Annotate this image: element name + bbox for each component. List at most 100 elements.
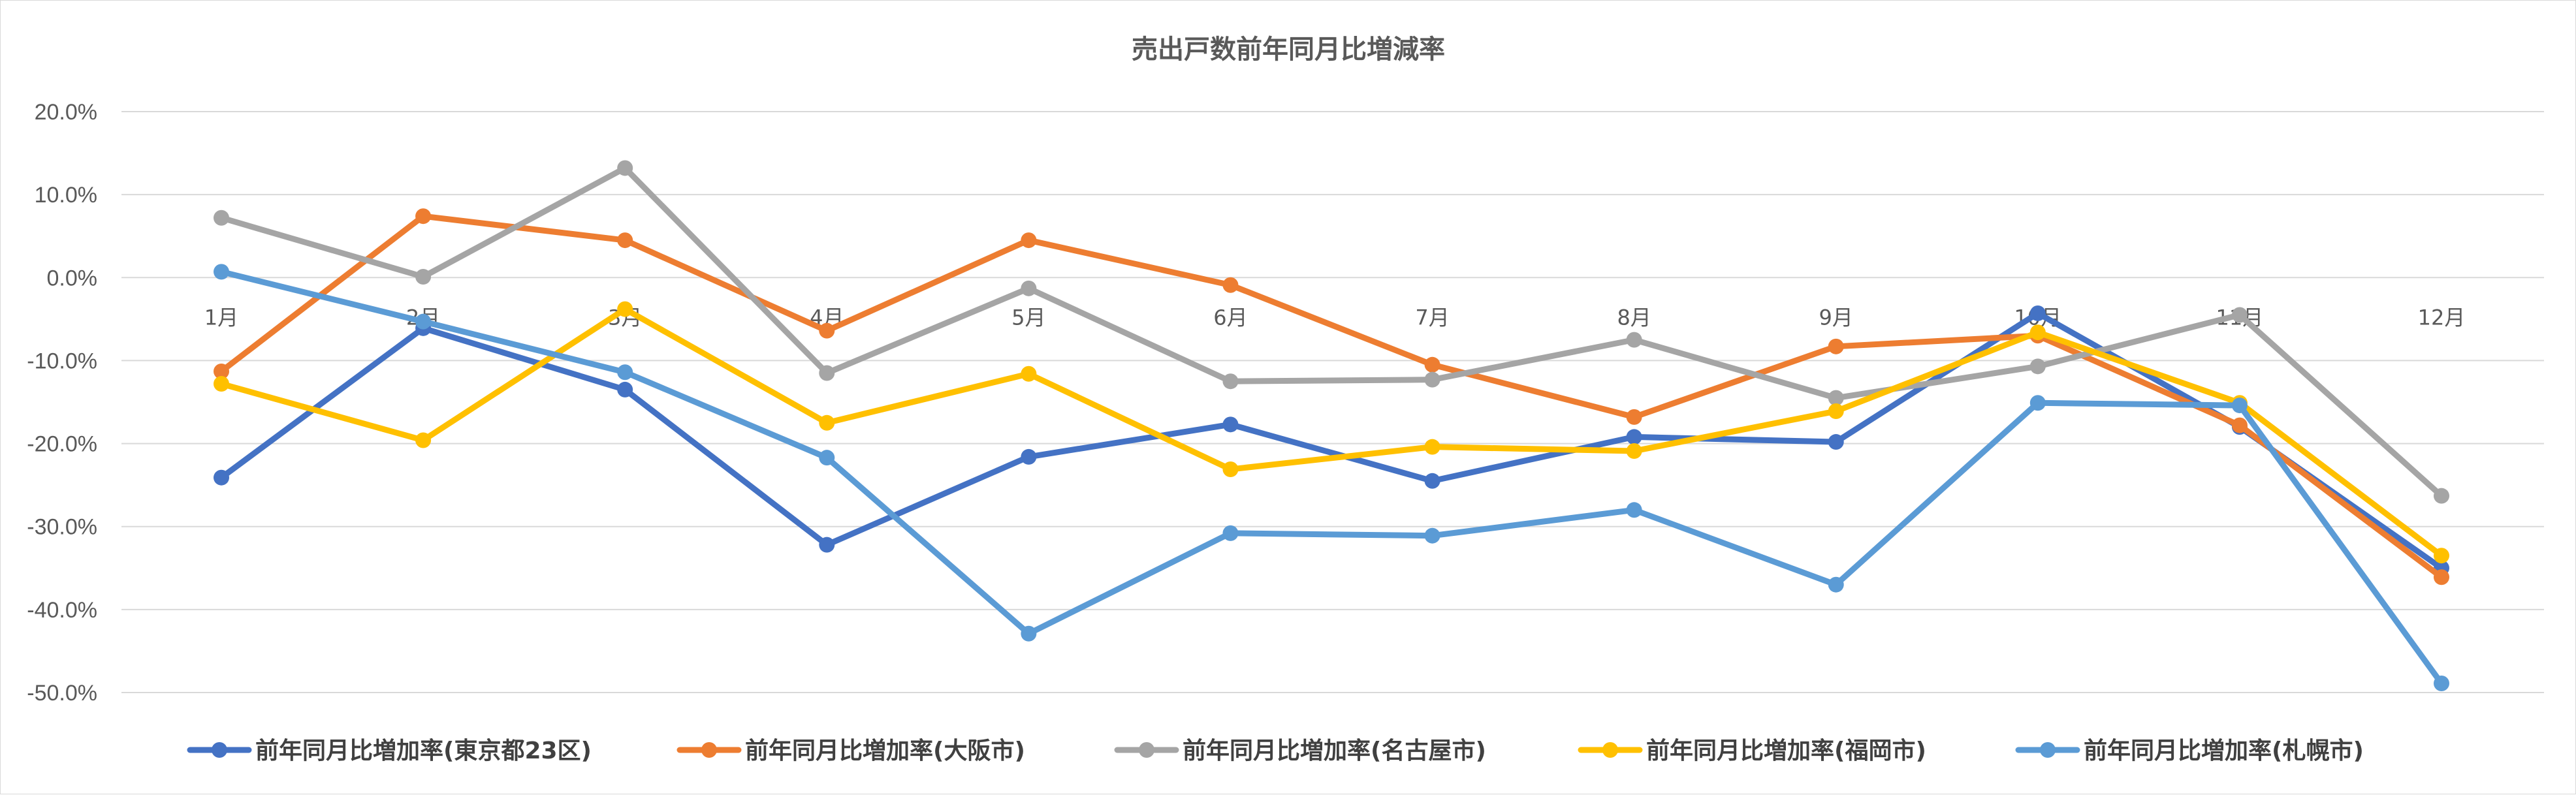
y-tick-label: -20.0% xyxy=(27,432,97,457)
data-point xyxy=(2029,324,2046,341)
data-point xyxy=(1021,366,1037,382)
data-point xyxy=(2231,398,2248,414)
data-point xyxy=(2434,488,2449,504)
legend-swatch-marker xyxy=(1139,742,1154,758)
x-tick-label: 12月 xyxy=(2418,305,2466,330)
x-tick-label: 8月 xyxy=(1617,305,1651,330)
data-point xyxy=(1021,232,1037,249)
data-point xyxy=(1424,356,1440,373)
y-tick-label: 10.0% xyxy=(35,183,97,208)
data-point xyxy=(2231,307,2248,323)
data-point xyxy=(1626,502,1642,518)
x-tick-label: 1月 xyxy=(204,305,238,330)
data-point xyxy=(1626,332,1642,348)
legend-label: 前年同月比増加率(名古屋市) xyxy=(1183,738,1486,764)
data-point xyxy=(2029,395,2046,411)
legend-label: 前年同月比増加率(札幌市) xyxy=(2084,738,2364,764)
x-tick-label: 6月 xyxy=(1213,305,1247,330)
y-axis-tick-labels: 20.0% 10.0% 0.0% -10.0% -20.0% -30.0% -40.0% -5… xyxy=(27,100,97,706)
data-point xyxy=(214,363,229,379)
y-tick-label: -30.0% xyxy=(27,515,97,540)
data-point xyxy=(214,264,229,280)
data-point xyxy=(1424,473,1440,489)
data-point xyxy=(617,301,633,317)
data-point xyxy=(819,322,835,339)
legend-item: 前年同月比増加率(名古屋市) xyxy=(1114,738,1486,764)
data-point xyxy=(2029,305,2046,321)
data-point xyxy=(1828,576,1844,593)
data-point xyxy=(1828,338,1844,354)
legend-label: 前年同月比増加率(福岡市) xyxy=(1646,738,1926,764)
data-point xyxy=(1626,443,1642,460)
series-group xyxy=(214,301,2449,564)
y-tick-label: -40.0% xyxy=(27,598,97,623)
data-point xyxy=(1424,371,1440,388)
data-point xyxy=(214,376,229,392)
data-point xyxy=(819,365,835,381)
series-group xyxy=(214,264,2449,692)
data-point xyxy=(1021,625,1037,642)
data-point xyxy=(1222,277,1239,293)
data-point xyxy=(1424,439,1440,455)
data-point xyxy=(1021,448,1037,465)
data-point xyxy=(415,432,432,448)
series-group xyxy=(214,208,2449,585)
data-point xyxy=(617,381,633,398)
series-line xyxy=(218,164,2445,499)
data-point xyxy=(1222,525,1239,541)
data-point xyxy=(214,469,229,486)
data-point xyxy=(617,160,633,176)
data-point xyxy=(819,537,835,553)
legend-item: 前年同月比増加率(福岡市) xyxy=(1578,738,1926,764)
legend-label: 前年同月比増加率(東京都23区) xyxy=(255,737,592,764)
x-tick-label: 5月 xyxy=(1011,305,1045,330)
data-point xyxy=(1828,403,1844,419)
x-tick-label: 7月 xyxy=(1415,305,1449,330)
data-point xyxy=(1424,527,1440,544)
legend-swatch-marker xyxy=(2040,742,2056,758)
data-point xyxy=(1626,429,1642,445)
data-point xyxy=(617,232,633,249)
series-group xyxy=(214,160,2449,504)
data-point xyxy=(214,210,229,226)
legend-item: 前年同月比増加率(大阪市) xyxy=(676,738,1025,764)
data-point xyxy=(1222,373,1239,390)
data-point xyxy=(2231,417,2248,433)
legend-swatch-marker xyxy=(212,742,227,758)
series-line xyxy=(218,213,2445,580)
legend-item: 前年同月比増加率(札幌市) xyxy=(2015,738,2364,764)
data-point xyxy=(415,313,432,330)
legend: 前年同月比増加率(東京都23区) 前年同月比増加率(大阪市) 前年同月比増加率(名古… xyxy=(187,737,2364,764)
legend-swatch-marker xyxy=(701,742,717,758)
data-point xyxy=(617,364,633,381)
legend-label: 前年同月比増加率(大阪市) xyxy=(745,738,1025,764)
data-point xyxy=(2029,358,2046,375)
series-line xyxy=(218,268,2445,687)
series-line xyxy=(218,310,2445,571)
data-point xyxy=(1626,409,1642,425)
data-point xyxy=(819,450,835,466)
data-point xyxy=(2434,569,2449,585)
data-point xyxy=(415,208,432,225)
data-point xyxy=(1222,416,1239,433)
data-point xyxy=(415,269,432,285)
chart-title: 売出戸数前年同月比増減率 xyxy=(1132,35,1445,65)
y-tick-label: -10.0% xyxy=(27,349,97,373)
legend-swatch-marker xyxy=(1602,742,1618,758)
y-tick-label: 20.0% xyxy=(35,100,97,125)
data-point xyxy=(1828,390,1844,406)
y-tick-label: 0.0% xyxy=(47,266,98,290)
legend-item: 前年同月比増加率(東京都23区) xyxy=(187,737,592,764)
data-point xyxy=(1828,434,1844,450)
series-layer xyxy=(214,160,2449,692)
x-tick-label: 9月 xyxy=(1819,305,1853,330)
data-point xyxy=(819,414,835,431)
series-line xyxy=(218,306,2445,559)
data-point xyxy=(1021,280,1037,296)
data-point xyxy=(1222,461,1239,477)
data-point xyxy=(2434,676,2449,692)
y-tick-label: -50.0% xyxy=(27,681,97,706)
data-point xyxy=(2434,548,2449,564)
